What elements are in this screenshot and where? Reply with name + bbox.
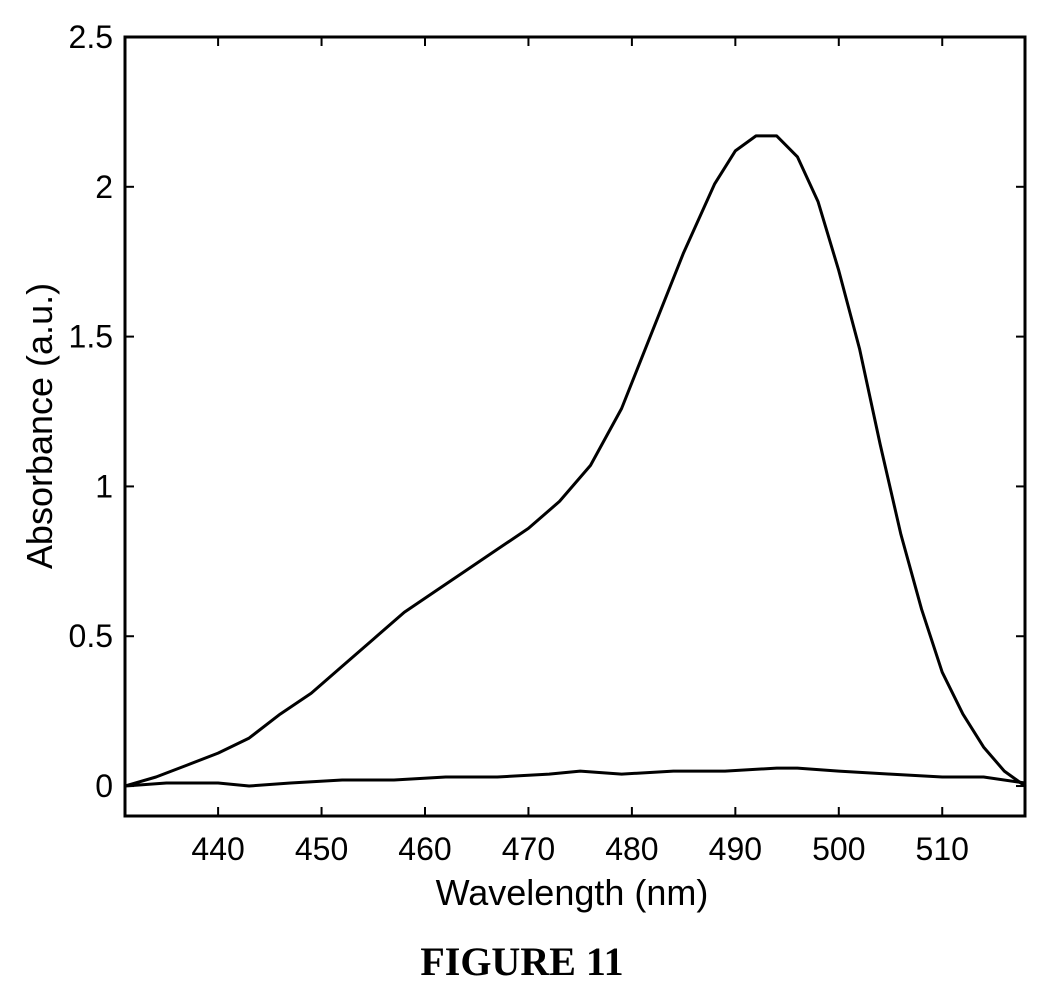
x-tick-label: 510 bbox=[916, 831, 969, 867]
y-tick-label: 0.5 bbox=[69, 618, 113, 654]
y-tick-label: 2 bbox=[95, 169, 113, 205]
series-layer bbox=[123, 134, 1027, 788]
y-tick-label: 2.5 bbox=[69, 19, 113, 55]
y-axis-label: Absorbance (a.u.) bbox=[19, 283, 60, 569]
x-tick-label: 480 bbox=[605, 831, 658, 867]
x-tick-label: 470 bbox=[502, 831, 555, 867]
x-axis-ticks: 440 450 460 470 480 490 500 510 bbox=[191, 37, 969, 867]
x-tick-label: 500 bbox=[812, 831, 865, 867]
x-tick-label: 460 bbox=[398, 831, 451, 867]
x-tick-label: 440 bbox=[191, 831, 244, 867]
figure-caption: FIGURE 11 bbox=[420, 939, 623, 984]
y-tick-label: 1 bbox=[95, 468, 113, 504]
series-line-1 bbox=[123, 134, 1027, 788]
y-tick-label: 0 bbox=[95, 768, 113, 804]
x-tick-label: 450 bbox=[295, 831, 348, 867]
x-axis-label: Wavelength (nm) bbox=[436, 872, 709, 913]
y-tick-label: 1.5 bbox=[69, 319, 113, 355]
series-line-2 bbox=[123, 766, 1027, 788]
y-axis-ticks: 0 0.5 1 1.5 2 2.5 bbox=[69, 19, 1025, 804]
x-tick-label: 490 bbox=[709, 831, 762, 867]
plot-frame bbox=[123, 35, 1027, 818]
